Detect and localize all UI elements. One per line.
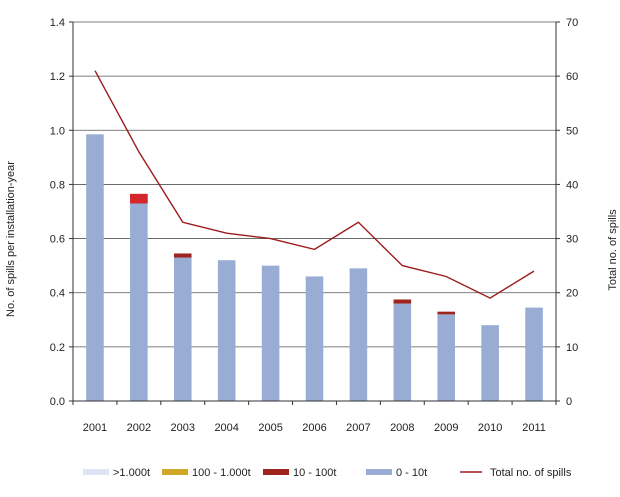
legend-label->1000t: >1.000t — [113, 467, 150, 479]
right-tick-label: 20 — [566, 288, 578, 300]
bar-segment-highlight-2002 — [130, 193, 148, 204]
bar-0-10t-2002 — [130, 203, 148, 401]
legend-swatch->1000t — [83, 469, 109, 475]
x-tick-label: 2004 — [214, 422, 238, 434]
bar-0-10t-2006 — [305, 276, 324, 401]
bar-0-10t-2007 — [349, 268, 368, 401]
x-tick-label: 2009 — [434, 422, 458, 434]
bar-10-100t-2009 — [437, 311, 456, 315]
x-tick-label: 2005 — [258, 422, 282, 434]
legend: >1.000t 100 - 1.000t 10 - 100t 0 - 10t Total… — [83, 467, 572, 479]
bar-0-10t-2009 — [437, 314, 456, 401]
bar-0-10t-2011 — [525, 307, 543, 401]
x-tick-label: 2003 — [171, 422, 195, 434]
x-tick-label: 2006 — [302, 422, 326, 434]
x-tick-label: 2010 — [478, 422, 502, 434]
legend-label-total: Total no. of spills — [490, 467, 572, 479]
bar-0-10t-2005 — [261, 265, 280, 401]
x-tick-label: 2011 — [522, 422, 546, 434]
left-tick-label: 1.0 — [50, 125, 65, 137]
x-tick-label: 2001 — [83, 422, 107, 434]
right-tick-label: 10 — [566, 342, 578, 354]
right-tick-label: 50 — [566, 125, 578, 137]
right-tick-label: 40 — [566, 179, 578, 191]
total-line — [94, 70, 535, 299]
line-total-spills — [94, 70, 535, 299]
bar-10-100t-2003 — [173, 253, 192, 258]
left-axis-ticks: 0.0 0.2 0.4 0.6 0.8 1.0 1.2 1.4 — [50, 17, 73, 408]
left-tick-label: 0.0 — [50, 396, 65, 408]
right-axis-ticks: 0 10 20 30 40 50 60 70 — [556, 17, 578, 408]
right-tick-label: 0 — [566, 396, 572, 408]
left-tick-label: 1.4 — [50, 17, 65, 29]
left-tick-label: 0.8 — [50, 179, 65, 191]
left-tick-label: 1.2 — [50, 71, 65, 83]
left-tick-label: 0.6 — [50, 234, 65, 246]
right-tick-label: 30 — [566, 234, 578, 246]
bar-0-10t-2010 — [481, 325, 499, 401]
bar-0-10t-2004 — [217, 260, 236, 401]
legend-label-100-1000t: 100 - 1.000t — [192, 467, 251, 479]
x-axis-ticks: 2001 2002 2003 2004 2005 2006 2007 2008 2009 2010… — [72, 401, 557, 434]
left-tick-label: 0.2 — [50, 342, 65, 354]
legend-swatch-0-10t — [366, 469, 392, 475]
x-tick-label: 2007 — [346, 422, 370, 434]
left-axis-title: No. of spills per installation-year — [5, 161, 17, 317]
bar-0-10t-2008 — [393, 303, 412, 401]
legend-label-0-10t: 0 - 10t — [396, 467, 427, 479]
right-tick-label: 70 — [566, 17, 578, 29]
right-tick-label: 60 — [566, 71, 578, 83]
bar-0-10t-2003 — [173, 257, 192, 401]
bar-10-100t-2008 — [393, 299, 412, 304]
bars — [86, 134, 543, 401]
x-tick-label: 2002 — [127, 422, 151, 434]
bar-0-10t-2001 — [86, 134, 104, 401]
right-axis-title: Total no. of spills — [607, 209, 619, 291]
legend-label-10-100t: 10 - 100t — [293, 467, 336, 479]
legend-swatch-10-100t — [263, 469, 289, 475]
left-tick-label: 0.4 — [50, 288, 65, 300]
axes — [72, 22, 557, 402]
legend-swatch-100-1000t — [162, 469, 188, 475]
x-tick-label: 2008 — [390, 422, 414, 434]
